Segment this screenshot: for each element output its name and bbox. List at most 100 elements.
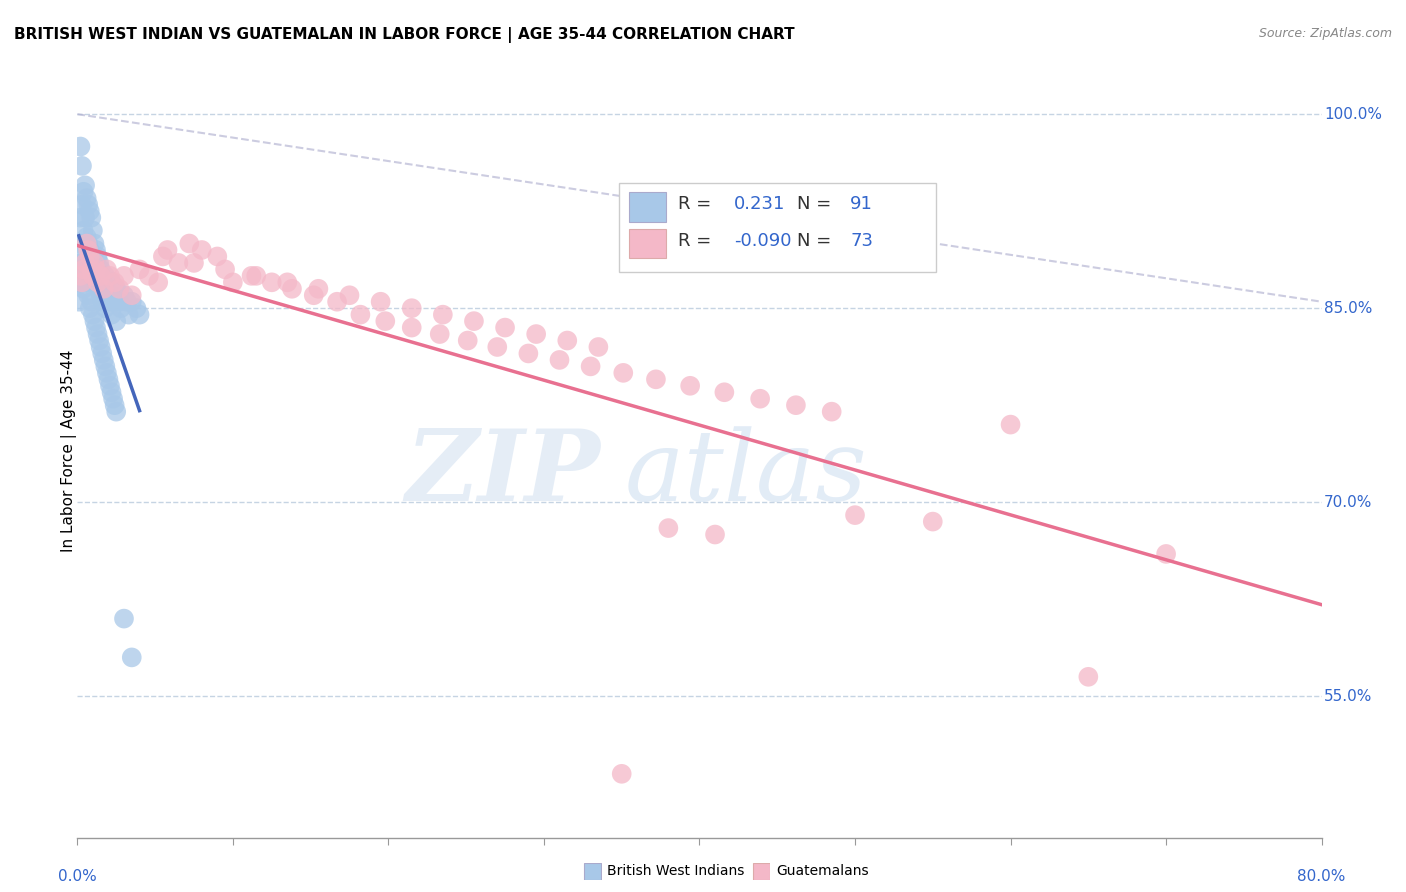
Point — [79, 243, 101, 257]
Point — [844, 508, 866, 523]
Point — [152, 249, 174, 263]
Point — [72, 256, 94, 270]
Point — [100, 385, 122, 400]
Point — [69, 268, 91, 283]
Point — [72, 282, 94, 296]
Point — [84, 243, 107, 257]
Point — [91, 346, 114, 360]
Point — [84, 262, 107, 277]
Text: R =: R = — [678, 195, 717, 213]
Point — [121, 650, 143, 665]
Point — [70, 275, 93, 289]
Text: N =: N = — [797, 232, 837, 250]
Point — [121, 294, 143, 309]
Point — [104, 275, 127, 289]
Point — [79, 301, 101, 315]
Point — [302, 288, 325, 302]
Point — [97, 372, 120, 386]
Point — [93, 352, 115, 367]
Point — [70, 249, 93, 263]
Point — [91, 294, 114, 309]
Text: Source: ZipAtlas.com: Source: ZipAtlas.com — [1258, 27, 1392, 40]
Point — [548, 352, 571, 367]
Point — [108, 282, 131, 296]
Point — [100, 308, 122, 322]
Point — [76, 262, 98, 277]
Point — [118, 308, 141, 322]
Point — [486, 340, 509, 354]
Point — [494, 320, 516, 334]
Point — [156, 243, 179, 257]
FancyBboxPatch shape — [628, 192, 666, 221]
Point — [69, 275, 91, 289]
Point — [90, 268, 112, 283]
Point — [86, 249, 108, 263]
Point — [457, 334, 479, 348]
Text: R =: R = — [678, 232, 717, 250]
Point — [179, 236, 201, 251]
Point — [77, 288, 100, 302]
Point — [370, 294, 392, 309]
Point — [104, 398, 127, 412]
Text: atlas: atlas — [624, 426, 868, 522]
Point — [101, 288, 124, 302]
Point — [76, 275, 98, 289]
Point — [83, 314, 105, 328]
Point — [921, 515, 943, 529]
Point — [463, 314, 485, 328]
Text: 91: 91 — [851, 195, 873, 213]
Point — [588, 340, 610, 354]
Point — [79, 268, 101, 283]
Point — [97, 288, 120, 302]
Point — [80, 294, 103, 309]
Point — [401, 301, 423, 315]
Point — [84, 320, 107, 334]
Point — [87, 282, 110, 296]
Text: Guatemalans: Guatemalans — [776, 864, 869, 879]
Point — [90, 262, 112, 277]
Point — [77, 197, 100, 211]
Point — [86, 327, 108, 342]
Point — [90, 340, 112, 354]
FancyBboxPatch shape — [628, 228, 666, 258]
Text: 73: 73 — [851, 232, 873, 250]
Point — [98, 294, 121, 309]
Point — [121, 288, 143, 302]
Point — [96, 262, 118, 277]
Point — [98, 378, 121, 392]
Point — [785, 398, 807, 412]
Text: 55.0%: 55.0% — [1324, 689, 1372, 704]
Point — [112, 612, 135, 626]
Point — [75, 178, 97, 193]
Point — [70, 197, 93, 211]
Point — [91, 268, 114, 283]
Point — [69, 236, 91, 251]
Point — [82, 308, 104, 322]
Point — [76, 236, 98, 251]
Point — [70, 268, 93, 283]
Point — [70, 159, 93, 173]
Point — [101, 392, 124, 406]
Point — [87, 334, 110, 348]
Text: -0.090: -0.090 — [734, 232, 792, 250]
Point — [138, 268, 160, 283]
Point — [75, 256, 97, 270]
Point — [281, 282, 304, 296]
Point — [704, 527, 727, 541]
Point — [821, 404, 844, 418]
Point — [86, 275, 108, 289]
Text: British West Indians: British West Indians — [607, 864, 745, 879]
Point — [214, 262, 236, 277]
Point — [374, 314, 396, 328]
Point — [128, 262, 150, 277]
Point — [183, 256, 205, 270]
Point — [167, 256, 190, 270]
Point — [517, 346, 540, 360]
Point — [105, 404, 128, 418]
Point — [77, 268, 100, 283]
Point — [610, 766, 633, 781]
Point — [82, 275, 104, 289]
Point — [1000, 417, 1022, 432]
Point — [222, 275, 245, 289]
Point — [260, 275, 283, 289]
